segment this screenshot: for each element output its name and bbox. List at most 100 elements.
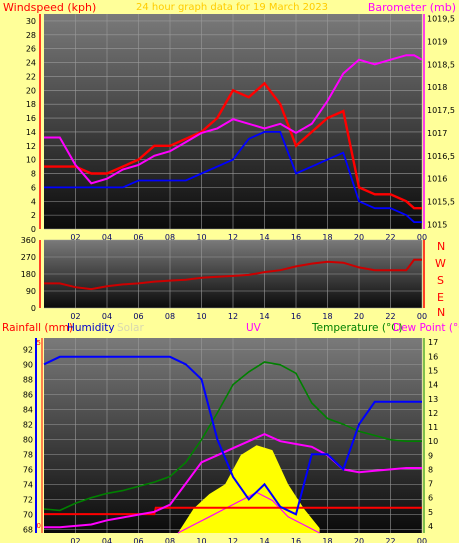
humidity-axis-title: Humidity (67, 322, 115, 334)
barometer-y-tick-label: 1017,5 (427, 106, 455, 115)
rainfall-axis-title: Rainfall (mm) (2, 322, 73, 334)
temperature-y-tick-label: 11 (428, 423, 438, 432)
barometer-y-tick-label: 1018 (427, 83, 447, 92)
humidity-y-tick-label: 78 (23, 450, 33, 459)
wind-x-tick-label: 04 (102, 233, 112, 242)
wind-x-tick-label: 14 (259, 233, 269, 242)
wind-y-tick-label: 14 (26, 128, 36, 137)
humidity-x-tick-label: 14 (259, 537, 269, 543)
humidity-x-tick-label: 22 (385, 537, 395, 543)
temperature-y-tick-label: 17 (428, 338, 438, 347)
direction-x-tick-label: 20 (354, 312, 364, 321)
wind-y-tick-label: 24 (26, 59, 36, 68)
direction-x-tick-label: 12 (228, 312, 238, 321)
wind-y-tick-label: 8 (31, 170, 36, 179)
compass-label-w: W (435, 257, 446, 270)
humidity-x-tick-label: 20 (354, 537, 364, 543)
barometer-y-tick-label: 1016 (427, 175, 447, 184)
wind-y-tick-label: 30 (26, 17, 36, 26)
wind-x-tick-label: 22 (385, 233, 395, 242)
barometer-y-tick-label: 1015 (427, 220, 447, 229)
solar-label: Solar (117, 322, 144, 334)
wind-x-tick-label: 18 (322, 233, 332, 242)
humidity-y-tick-label: 76 (23, 465, 33, 474)
uv-series-line (177, 491, 320, 534)
direction-x-tick-label: 02 (70, 312, 80, 321)
humidity-series-line (43, 355, 422, 516)
wind-y-tick-label: 20 (26, 86, 36, 95)
temperature-y-tick-label: 5 (428, 508, 433, 517)
temperature-y-tick-label: 15 (428, 367, 438, 376)
direction-x-tick-label: 00 (417, 312, 427, 321)
wind-y-tick-label: 2 (31, 211, 36, 220)
direction-x-tick-label: 16 (291, 312, 301, 321)
direction-y-tick-label: 360 (21, 236, 36, 245)
wind-y-tick-label: 12 (26, 142, 36, 151)
compass-label-n-top: N (437, 240, 445, 253)
humidity-x-tick-label: 12 (228, 537, 238, 543)
temperature-series-line (43, 361, 422, 512)
compass-label-e: E (437, 291, 444, 304)
chart-title: 24 hour graph data for 19 March 2023 (136, 2, 328, 13)
temperature-y-tick-label: 14 (428, 381, 438, 390)
wind-y-tick-label: 16 (26, 114, 36, 123)
uv-label: UV (246, 322, 262, 334)
direction-y-tick-label: 90 (26, 287, 36, 296)
temperature-y-tick-label: 4 (428, 522, 433, 531)
wind-x-tick-label: 20 (354, 233, 364, 242)
temperature-y-tick-label: 7 (428, 480, 433, 489)
wind-y-tick-label: 26 (26, 45, 36, 54)
temperature-y-tick-label: 6 (428, 494, 433, 503)
humidity-y-tick-label: 88 (23, 375, 33, 384)
direction-y-tick-label: 0 (31, 304, 36, 313)
humidity-x-tick-label: 02 (70, 537, 80, 543)
humidity-y-tick-label: 82 (23, 420, 33, 429)
gust-series-line (44, 81, 422, 210)
direction-y-tick-label: 180 (21, 270, 36, 279)
compass-label-n-bottom: N (437, 306, 445, 319)
humidity-y-tick-label: 80 (23, 435, 33, 444)
humidity-x-tick-label: 08 (165, 537, 175, 543)
direction-x-tick-label: 06 (133, 312, 143, 321)
dewpoint-axis-title: Dew Point (°C) (393, 322, 459, 334)
temperature-y-tick-label: 13 (428, 395, 438, 404)
direction-x-tick-label: 10 (196, 312, 206, 321)
direction-x-tick-label: 04 (102, 312, 112, 321)
humidity-x-tick-label: 06 (133, 537, 143, 543)
humidity-x-tick-label: 18 (322, 537, 332, 543)
barometer-series-line (44, 54, 423, 185)
wind-y-tick-label: 6 (31, 183, 36, 192)
wind-x-tick-label: 08 (165, 233, 175, 242)
wind-x-tick-label: 12 (228, 233, 238, 242)
wind-x-tick-label: 02 (70, 233, 80, 242)
average-wind-series-line (44, 130, 422, 224)
humidity-y-tick-label: 86 (23, 390, 33, 399)
wind-direction-series-line (44, 258, 422, 291)
humidity-y-tick-label: 84 (23, 405, 33, 414)
humidity-y-tick-label: 72 (23, 495, 33, 504)
barometer-axis-title: Barometer (mb) (368, 1, 456, 14)
humidity-x-tick-label: 10 (196, 537, 206, 543)
wind-x-tick-label: 16 (291, 233, 301, 242)
barometer-y-tick-label: 1019,5 (427, 15, 455, 24)
humidity-x-tick-label: 00 (417, 537, 427, 543)
temperature-y-tick-label: 12 (428, 409, 438, 418)
barometer-y-tick-label: 1016,5 (427, 152, 455, 161)
temperature-y-tick-label: 8 (428, 465, 433, 474)
direction-x-tick-label: 14 (259, 312, 269, 321)
wind-y-tick-label: 10 (26, 156, 36, 165)
wind-y-tick-label: 22 (26, 72, 36, 81)
temperature-axis-title: Temperature (°C) (311, 322, 403, 334)
humidity-y-tick-label: 90 (23, 360, 33, 369)
direction-x-tick-label: 08 (165, 312, 175, 321)
humidity-y-tick-label: 74 (23, 480, 33, 489)
dewpoint-series-line (44, 433, 422, 529)
wind-x-tick-label: 00 (417, 233, 427, 242)
direction-y-tick-label: 270 (21, 253, 36, 262)
temperature-y-tick-label: 9 (428, 451, 433, 460)
wind-x-tick-label: 06 (133, 233, 143, 242)
compass-label-s: S (437, 274, 444, 287)
direction-x-tick-label: 18 (322, 312, 332, 321)
